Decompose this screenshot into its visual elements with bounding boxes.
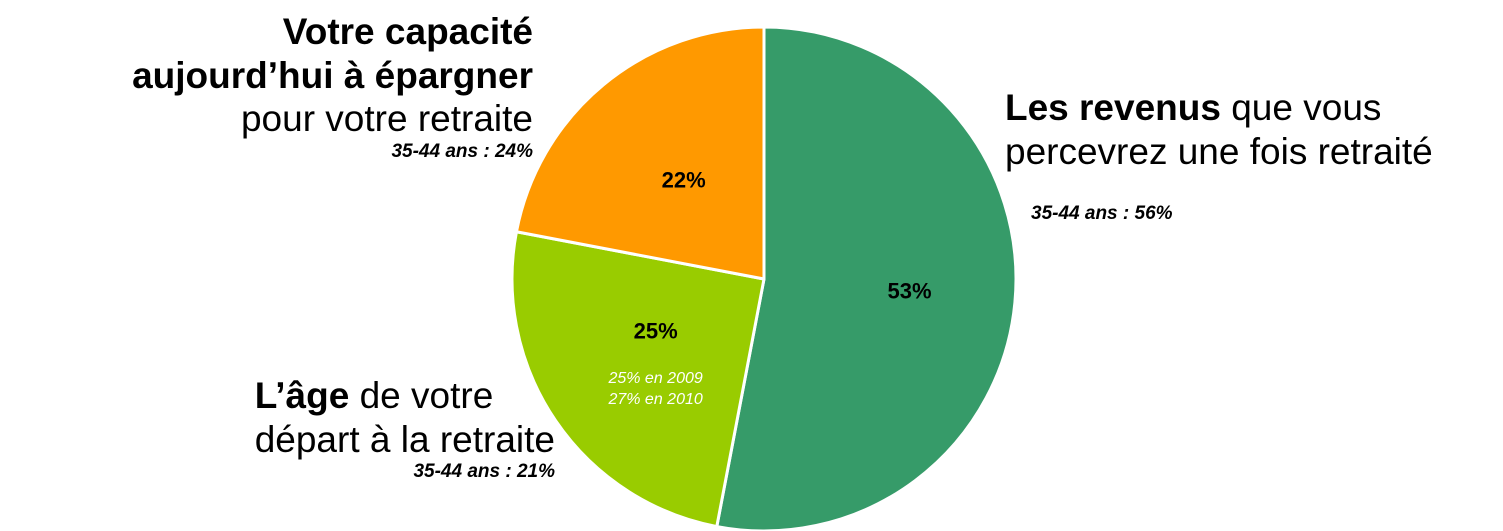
slice-retirement-age: [510, 230, 766, 529]
age-label-line2: départ à la retraite: [254, 418, 555, 460]
slice-retirement-age-value-label: 25%: [634, 318, 678, 343]
slice-retirement-age-note: 25% en 2009: [607, 370, 702, 387]
savings-label-bold-line1: Votre capacité: [282, 11, 533, 52]
label-retirement-age: L’âge de votre départ à la retraite 35-4…: [255, 374, 555, 484]
label-savings-capacity: Votre capacité aujourd’hui à épargner po…: [132, 10, 533, 164]
age-label-line1: L’âge de votre: [255, 374, 555, 418]
slice-income-value-label: 53%: [887, 279, 931, 304]
income-label-rest: que vous: [1231, 87, 1382, 128]
age-sub-label: 35-44 ans : 21%: [413, 461, 555, 483]
income-label-line1: Les revenus que vous: [1005, 86, 1433, 130]
slice-savings-capacity-value-label: 22%: [662, 168, 706, 193]
slice-savings-capacity: [514, 25, 766, 281]
slice-retirement-age-note: 27% en 2010: [607, 391, 702, 408]
slice-income: [715, 25, 1018, 531]
income-label-line2: percevrez une fois retraité: [1005, 130, 1433, 172]
age-label-rest: de votre: [359, 375, 494, 416]
savings-label-line3: pour votre retraite: [240, 98, 533, 140]
income-label-bold: Les revenus: [1005, 87, 1221, 128]
income-sub-label: 35-44 ans : 56%: [1031, 203, 1173, 224]
savings-sub-label: 35-44 ans : 24%: [391, 140, 533, 162]
age-label-bold: L’âge: [254, 375, 350, 416]
savings-label-bold-line2: aujourd’hui à épargner: [132, 54, 533, 96]
label-income: Les revenus que vous percevrez une fois …: [1005, 86, 1433, 224]
